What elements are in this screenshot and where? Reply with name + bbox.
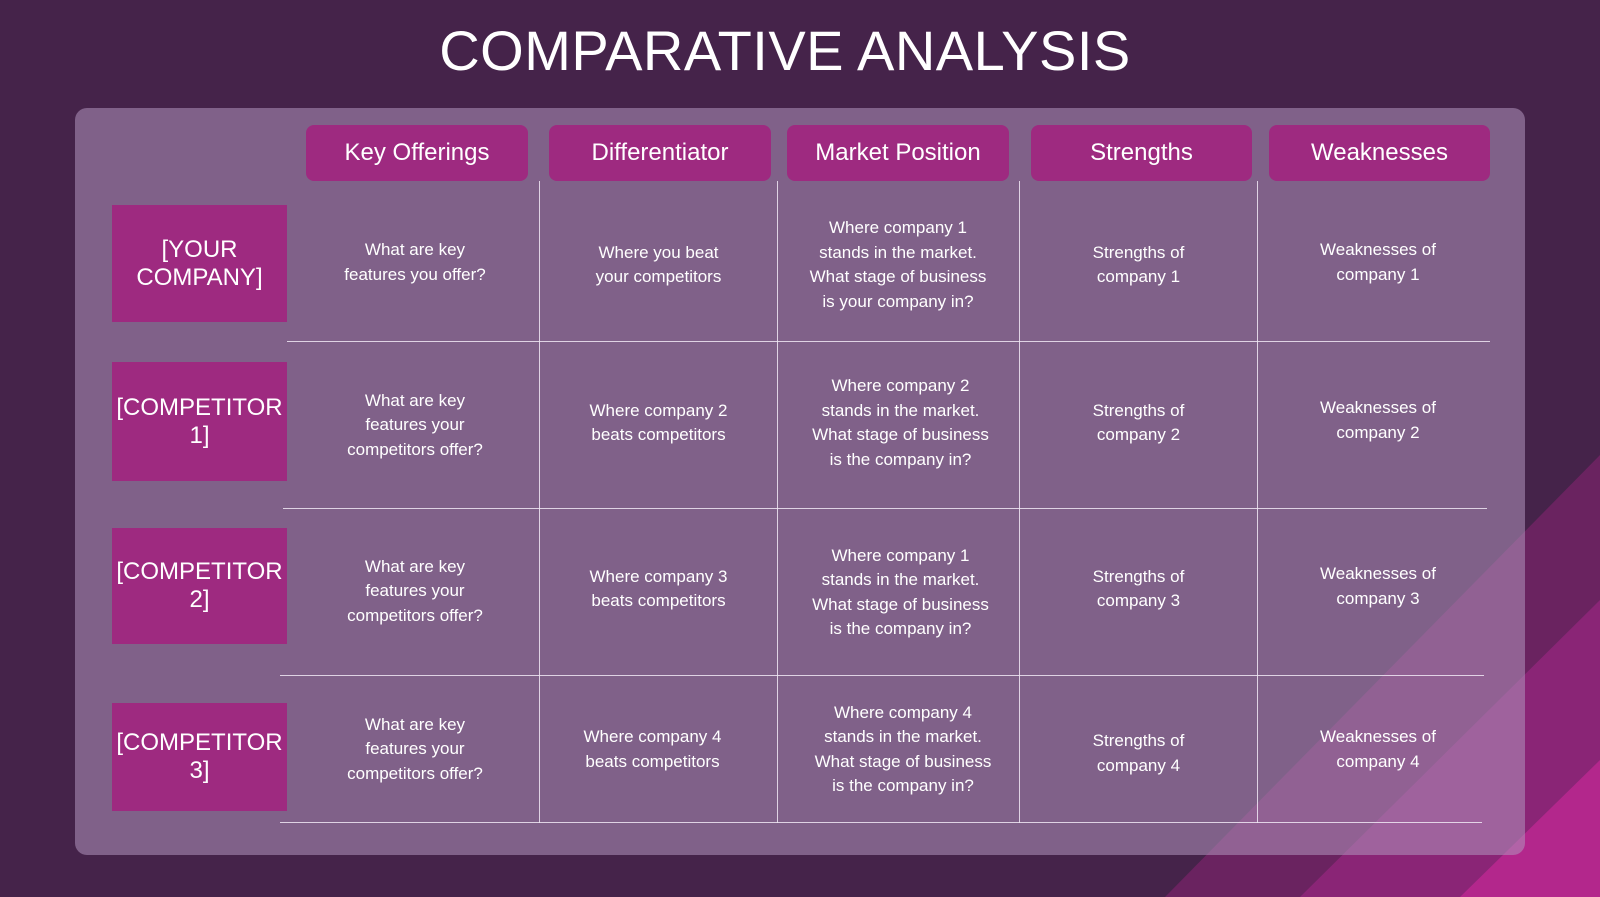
column-divider — [777, 181, 778, 823]
column-header-weaknesses: Weaknesses — [1269, 125, 1490, 181]
cell-text: Where company 4 beats competitors — [583, 727, 722, 771]
column-header-strengths: Strengths — [1031, 125, 1252, 181]
table-cell: What are key features your competitors o… — [290, 676, 540, 823]
table-cell: Where company 1 stands in the market. Wh… — [778, 185, 1018, 345]
table-cell: Where company 2 stands in the market. Wh… — [778, 343, 1023, 503]
table-cell: Strengths of company 4 — [1020, 676, 1257, 831]
table-cell: Strengths of company 3 — [1020, 509, 1257, 669]
row-label-competitor-3: [COMPETITOR 3] — [112, 703, 287, 811]
cell-text: What are key features your competitors o… — [347, 390, 483, 459]
cell-text: Strengths of company 2 — [1092, 400, 1185, 445]
page-title: COMPARATIVE ANALYSIS — [439, 19, 1131, 82]
comparison-table-panel — [75, 108, 1525, 855]
table-cell: What are key features you offer? — [290, 185, 540, 340]
table-cell: Where company 3 beats competitors — [540, 509, 777, 669]
cell-text: Weaknesses of company 2 — [1320, 398, 1436, 442]
row-label-competitor-1: [COMPETITOR 1] — [112, 362, 287, 481]
row-label-text: [COMPETITOR 2] — [116, 558, 283, 613]
cell-text: Where company 1 stands in the market. Wh… — [809, 218, 987, 311]
cell-text: Strengths of company 3 — [1092, 566, 1185, 611]
row-label-your-company: [YOUR COMPANY] — [112, 205, 287, 322]
column-header-market-position: Market Position — [787, 125, 1009, 181]
column-divider — [1019, 181, 1020, 823]
table-cell: Weaknesses of company 1 — [1258, 185, 1498, 340]
table-cell: What are key features your competitors o… — [290, 509, 540, 674]
table-cell: What are key features your competitors o… — [290, 343, 540, 508]
cell-text: What are key features you offer? — [344, 240, 486, 284]
row-label-text: [COMPETITOR 3] — [116, 729, 283, 784]
cell-text: Weaknesses of company 4 — [1320, 727, 1436, 771]
table-cell: Weaknesses of company 4 — [1258, 676, 1498, 823]
cell-text: Where company 4 stands in the market. Wh… — [814, 702, 992, 796]
cell-text: What are key features your competitors o… — [347, 556, 483, 625]
cell-text: Where company 2 stands in the market. Wh… — [812, 376, 989, 469]
table-cell: Where you beat your competitors — [540, 185, 777, 345]
cell-text: What are key features your competitors o… — [347, 714, 483, 783]
cell-text: Strengths of company 4 — [1092, 731, 1185, 775]
cell-text: Where company 3 beats competitors — [589, 566, 728, 611]
cell-text: Weaknesses of company 1 — [1320, 240, 1436, 284]
cell-text: Where company 1 stands in the market. Wh… — [812, 545, 989, 639]
table-cell: Where company 4 stands in the market. Wh… — [778, 676, 1028, 823]
table-cell: Weaknesses of company 3 — [1258, 509, 1498, 664]
cell-text: Where company 2 beats competitors — [589, 400, 728, 445]
table-cell: Strengths of company 2 — [1020, 343, 1257, 503]
row-divider — [280, 675, 1484, 676]
column-header-differentiator: Differentiator — [549, 125, 771, 181]
table-cell: Weaknesses of company 2 — [1258, 343, 1498, 498]
column-divider — [1257, 181, 1258, 823]
cell-text: Strengths of company 1 — [1092, 242, 1185, 287]
column-divider — [539, 181, 540, 823]
row-divider — [287, 341, 1490, 342]
column-header-key-offerings: Key Offerings — [306, 125, 528, 181]
table-cell: Where company 2 beats competitors — [540, 343, 777, 503]
row-divider — [280, 822, 1482, 823]
row-divider — [283, 508, 1487, 509]
table-cell: Strengths of company 1 — [1020, 185, 1257, 345]
row-label-competitor-2: [COMPETITOR 2] — [112, 528, 287, 644]
row-label-text: [YOUR COMPANY] — [136, 235, 263, 291]
cell-text: Where you beat your competitors — [595, 242, 722, 287]
cell-text: Weaknesses of company 3 — [1320, 564, 1436, 608]
row-label-text: [COMPETITOR 1] — [116, 393, 283, 449]
table-cell: Where company 4 beats competitors — [540, 676, 765, 823]
table-cell: Where company 1 stands in the market. Wh… — [778, 509, 1023, 676]
